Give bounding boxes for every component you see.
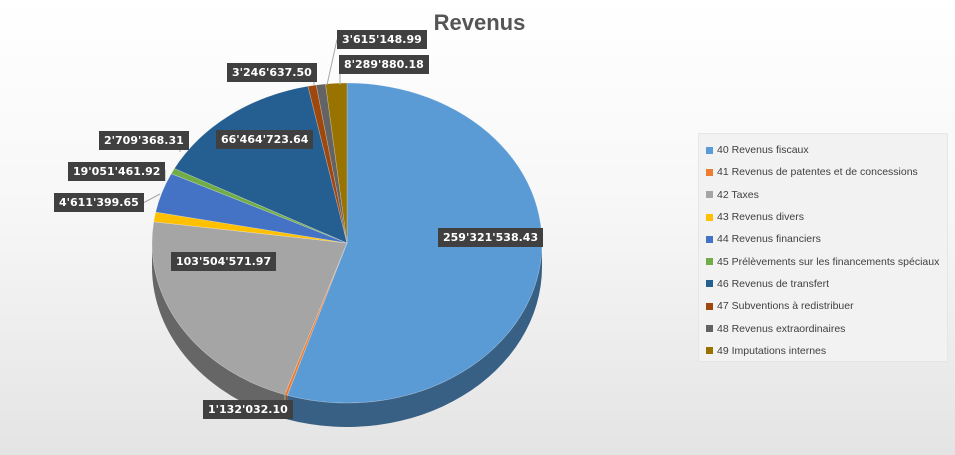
leader-line-48-revenus-extraordinaires xyxy=(326,39,338,86)
legend-label: 41 Revenus de patentes et de concessions xyxy=(717,166,918,179)
data-label-41-revenus-de-patentes-et-de-concessions: 1'132'032.10 xyxy=(203,400,293,419)
chart-title: Revenus xyxy=(433,10,526,35)
legend-swatch xyxy=(706,213,713,221)
legend-label: 45 Prélèvements sur les financements spé… xyxy=(717,255,940,268)
legend-label: 47 Subventions à redistribuer xyxy=(717,300,854,313)
data-label-45-prelevements-sur-les-financements-speciaux: 2'709'368.31 xyxy=(99,131,189,150)
legend-label: 42 Taxes xyxy=(717,188,759,201)
legend-swatch xyxy=(706,302,713,310)
legend-item-47-subventions-a-redistribuer: 47 Subventions à redistribuer xyxy=(706,295,947,317)
legend-label: 43 Revenus divers xyxy=(717,211,804,224)
data-label-40-revenus-fiscaux: 259'321'538.43 xyxy=(438,228,544,247)
slice-48-revenus-extraordinaires xyxy=(315,83,348,244)
legend-label: 48 Revenus extraordinaires xyxy=(717,322,846,335)
legend-item-46-revenus-de-transfert: 46 Revenus de transfert xyxy=(706,273,947,295)
data-label-48-revenus-extraordinaires: 3'615'148.99 xyxy=(337,30,427,49)
slice-47-subventions-a-redistribuer xyxy=(307,84,348,244)
legend-item-41-revenus-de-patentes-et-de-concessions: 41 Revenus de patentes et de concessions xyxy=(706,161,947,183)
slice-49-imputations-internes xyxy=(325,82,348,244)
legend-item-44-revenus-financiers: 44 Revenus financiers xyxy=(706,228,947,250)
legend-swatch xyxy=(706,146,713,154)
legend-swatch xyxy=(706,280,713,288)
legend-item-49-imputations-internes: 49 Imputations internes xyxy=(706,340,947,362)
data-label-43-revenus-divers: 4'611'399.65 xyxy=(54,193,144,212)
legend-swatch xyxy=(706,191,713,199)
legend-label: 49 Imputations internes xyxy=(717,344,827,357)
data-label-47-subventions-a-redistribuer: 3'246'637.50 xyxy=(227,63,317,82)
data-label-42-taxes: 103'504'571.97 xyxy=(171,252,277,271)
legend-item-42-taxes: 42 Taxes xyxy=(706,184,947,206)
data-label-44-revenus-financiers: 19'051'461.92 xyxy=(68,162,166,181)
slice-46-revenus-de-transfert xyxy=(173,85,348,244)
slice-45-prelevements-sur-les-financements-speciaux xyxy=(170,168,348,244)
data-label-49-imputations-internes: 8'289'880.18 xyxy=(339,55,429,74)
legend-swatch xyxy=(706,258,713,266)
legend-swatch xyxy=(706,235,713,243)
slice-side-40-revenus-fiscaux xyxy=(287,243,542,427)
legend-item-40-revenus-fiscaux: 40 Revenus fiscaux xyxy=(706,139,947,161)
legend-label: 46 Revenus de transfert xyxy=(717,277,830,290)
slice-43-revenus-divers xyxy=(153,211,348,244)
legend-item-45-prelevements-sur-les-financements-speciaux: 45 Prélèvements sur les financements spé… xyxy=(706,250,947,272)
chart-legend: 40 Revenus fiscaux 41 Revenus de patentes… xyxy=(698,133,948,362)
legend-label: 40 Revenus fiscaux xyxy=(717,144,809,157)
legend-item-48-revenus-extraordinaires: 48 Revenus extraordinaires xyxy=(706,317,947,339)
legend-label: 44 Revenus financiers xyxy=(717,233,821,246)
slice-44-revenus-financiers xyxy=(155,173,348,244)
slice-40-revenus-fiscaux xyxy=(286,82,543,404)
legend-swatch xyxy=(706,168,713,176)
legend-swatch xyxy=(706,347,713,355)
legend-item-43-revenus-divers: 43 Revenus divers xyxy=(706,206,947,228)
legend-swatch xyxy=(706,325,713,333)
data-label-46-revenus-de-transfert: 66'464'723.64 xyxy=(216,130,314,149)
leader-line-43-revenus-divers xyxy=(143,193,161,203)
